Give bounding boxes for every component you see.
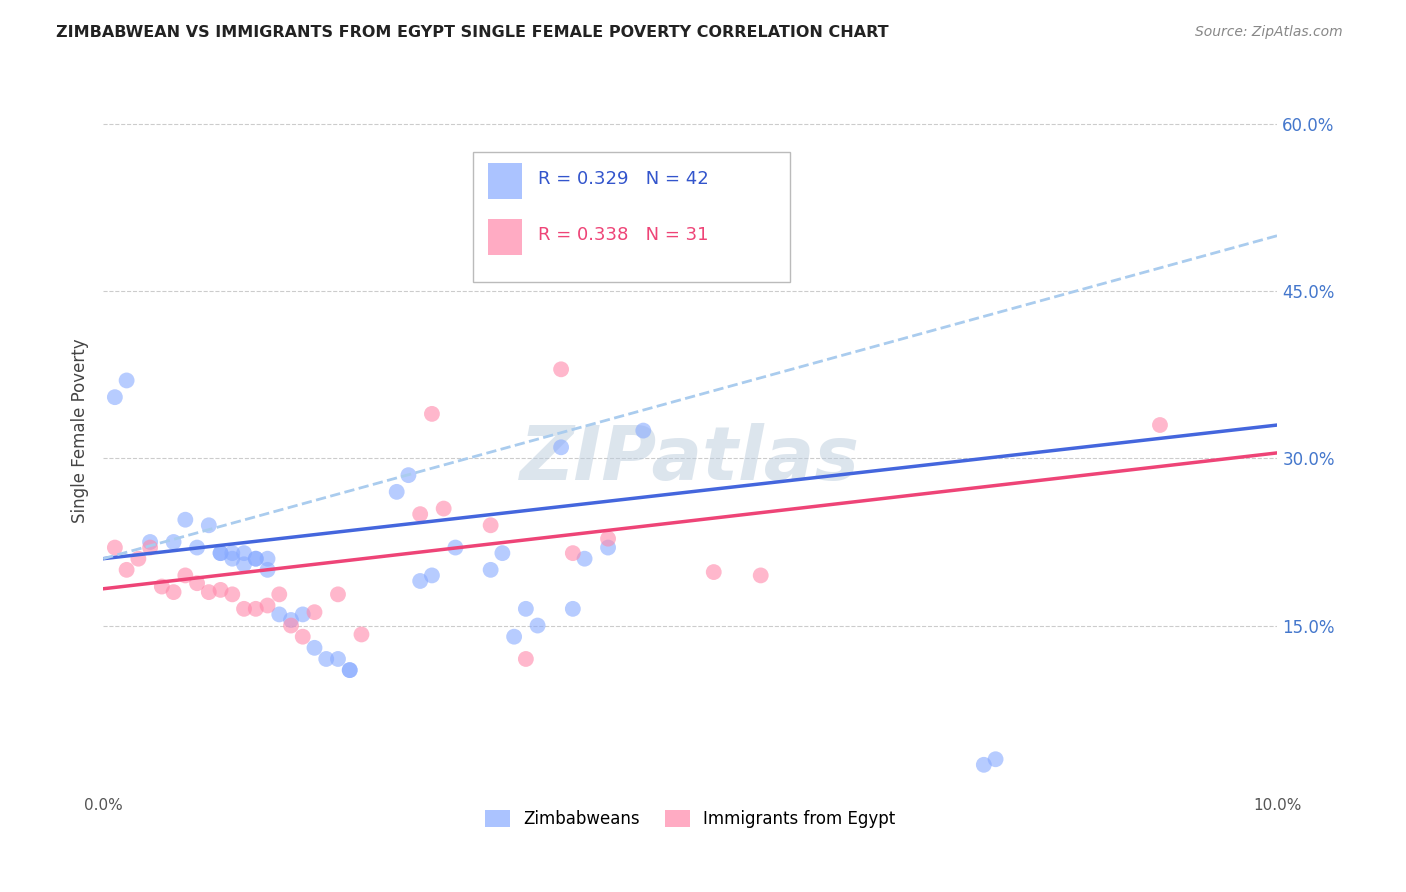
Point xyxy=(104,390,127,404)
Point xyxy=(221,546,243,560)
Point xyxy=(350,627,373,641)
Point xyxy=(198,585,221,599)
Point xyxy=(104,541,127,555)
Point xyxy=(550,440,572,454)
Text: ZIPatlas: ZIPatlas xyxy=(520,423,860,496)
Point xyxy=(1149,417,1171,432)
Point xyxy=(115,374,138,388)
Point xyxy=(385,484,408,499)
Point xyxy=(245,551,267,566)
Point xyxy=(209,582,232,597)
Point xyxy=(115,563,138,577)
Point xyxy=(433,501,456,516)
Point xyxy=(209,546,232,560)
Point xyxy=(221,587,243,601)
Point xyxy=(550,362,572,376)
Point xyxy=(269,587,291,601)
Point xyxy=(162,535,184,549)
Point xyxy=(198,518,221,533)
Point xyxy=(315,652,337,666)
Point xyxy=(633,424,655,438)
Point xyxy=(304,605,326,619)
Point xyxy=(396,468,419,483)
Text: R = 0.338   N = 31: R = 0.338 N = 31 xyxy=(537,226,709,244)
Point xyxy=(162,585,184,599)
FancyBboxPatch shape xyxy=(488,163,523,199)
Point xyxy=(280,613,302,627)
Point xyxy=(526,618,548,632)
Point xyxy=(420,568,443,582)
Point xyxy=(596,541,619,555)
Point xyxy=(479,518,502,533)
Point xyxy=(127,551,149,566)
Point xyxy=(269,607,291,622)
Point xyxy=(174,568,197,582)
Point xyxy=(444,541,467,555)
Point xyxy=(245,602,267,616)
Point xyxy=(973,757,995,772)
Point xyxy=(221,551,243,566)
Point xyxy=(749,568,772,582)
Point xyxy=(150,580,173,594)
Point xyxy=(291,630,314,644)
Point xyxy=(304,640,326,655)
Point xyxy=(256,599,278,613)
Point xyxy=(420,407,443,421)
Text: Source: ZipAtlas.com: Source: ZipAtlas.com xyxy=(1195,25,1343,39)
Y-axis label: Single Female Poverty: Single Female Poverty xyxy=(72,338,89,523)
Point xyxy=(561,546,583,560)
Point xyxy=(139,535,162,549)
Point xyxy=(291,607,314,622)
Point xyxy=(515,602,537,616)
Point xyxy=(280,618,302,632)
Point xyxy=(186,576,208,591)
Point xyxy=(596,532,619,546)
Point xyxy=(209,546,232,560)
Point xyxy=(339,663,361,677)
FancyBboxPatch shape xyxy=(488,219,523,254)
Point xyxy=(256,551,278,566)
Point xyxy=(233,558,256,572)
Point xyxy=(326,587,349,601)
Point xyxy=(339,663,361,677)
Point xyxy=(409,574,432,588)
Text: ZIMBABWEAN VS IMMIGRANTS FROM EGYPT SINGLE FEMALE POVERTY CORRELATION CHART: ZIMBABWEAN VS IMMIGRANTS FROM EGYPT SING… xyxy=(56,25,889,40)
Point xyxy=(326,652,349,666)
Point xyxy=(256,563,278,577)
Point xyxy=(186,541,208,555)
Legend: Zimbabweans, Immigrants from Egypt: Zimbabweans, Immigrants from Egypt xyxy=(478,804,903,835)
FancyBboxPatch shape xyxy=(472,152,790,282)
Point xyxy=(479,563,502,577)
Point xyxy=(245,551,267,566)
Point xyxy=(491,546,513,560)
Point xyxy=(574,551,596,566)
Point xyxy=(515,652,537,666)
Point xyxy=(984,752,1007,766)
Point xyxy=(503,630,526,644)
Point xyxy=(409,507,432,521)
Point xyxy=(561,602,583,616)
Point xyxy=(139,541,162,555)
Point xyxy=(703,565,725,579)
Point xyxy=(233,602,256,616)
Point xyxy=(174,513,197,527)
Point xyxy=(233,546,256,560)
Text: R = 0.329   N = 42: R = 0.329 N = 42 xyxy=(537,170,709,188)
